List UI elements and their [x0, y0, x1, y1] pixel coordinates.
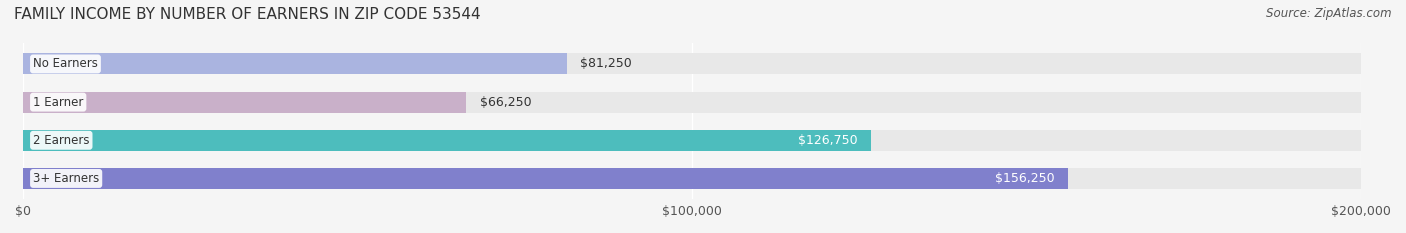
Text: FAMILY INCOME BY NUMBER OF EARNERS IN ZIP CODE 53544: FAMILY INCOME BY NUMBER OF EARNERS IN ZI…	[14, 7, 481, 22]
Bar	[22, 53, 1361, 75]
Text: $81,250: $81,250	[579, 58, 631, 70]
Bar	[22, 130, 870, 151]
Text: 3+ Earners: 3+ Earners	[32, 172, 100, 185]
Text: 1 Earner: 1 Earner	[32, 96, 83, 109]
Bar	[22, 92, 467, 113]
Text: $156,250: $156,250	[995, 172, 1054, 185]
Text: Source: ZipAtlas.com: Source: ZipAtlas.com	[1267, 7, 1392, 20]
Text: $126,750: $126,750	[799, 134, 858, 147]
Bar	[22, 53, 567, 75]
Bar	[22, 168, 1361, 189]
Bar	[22, 168, 1069, 189]
Bar	[22, 130, 1361, 151]
Text: No Earners: No Earners	[32, 58, 98, 70]
Text: 2 Earners: 2 Earners	[32, 134, 90, 147]
Bar	[22, 92, 1361, 113]
Text: $66,250: $66,250	[479, 96, 531, 109]
